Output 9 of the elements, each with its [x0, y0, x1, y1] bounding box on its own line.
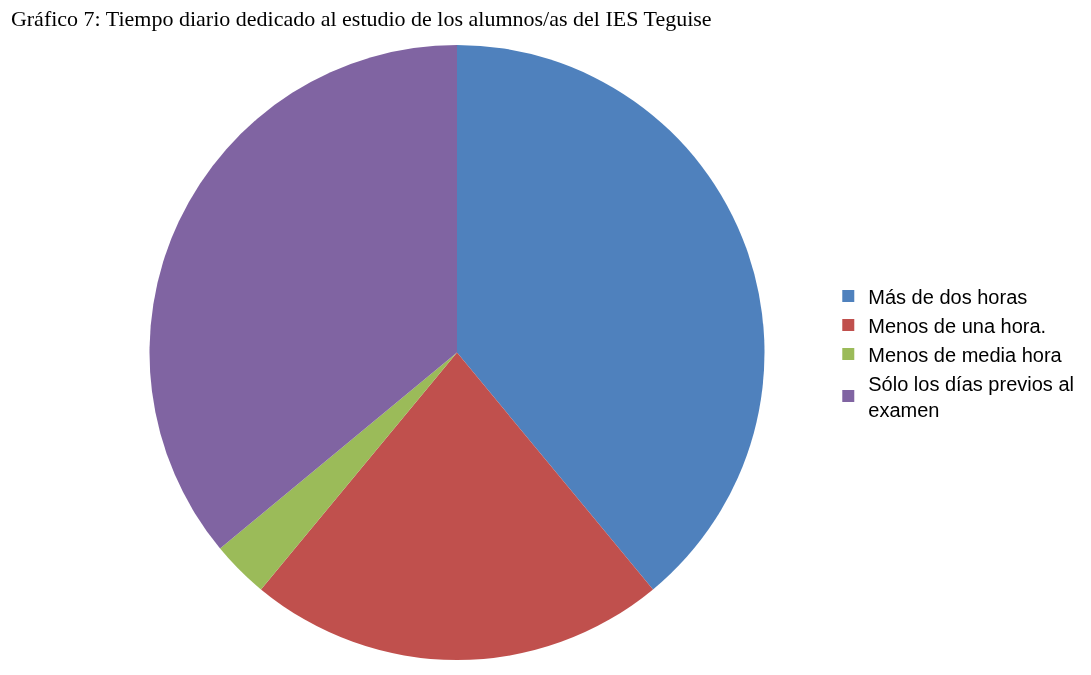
- legend-label: Menos de una hora.: [868, 314, 1047, 337]
- pie-slice: [260, 352, 654, 660]
- legend-label: Sólo los días previos al examen: [868, 372, 1074, 421]
- pie-slice: [150, 45, 457, 549]
- legend-label: Menos de media hora: [868, 343, 1063, 366]
- chart-title: Gráfico 7: Tiempo diario dedicado al estudio de los alumnos/as del IES Teguise: [10, 5, 712, 31]
- pie-slice: [457, 45, 765, 590]
- legend-label: Más de dos horas: [868, 285, 1028, 308]
- pie-slice: [220, 352, 457, 590]
